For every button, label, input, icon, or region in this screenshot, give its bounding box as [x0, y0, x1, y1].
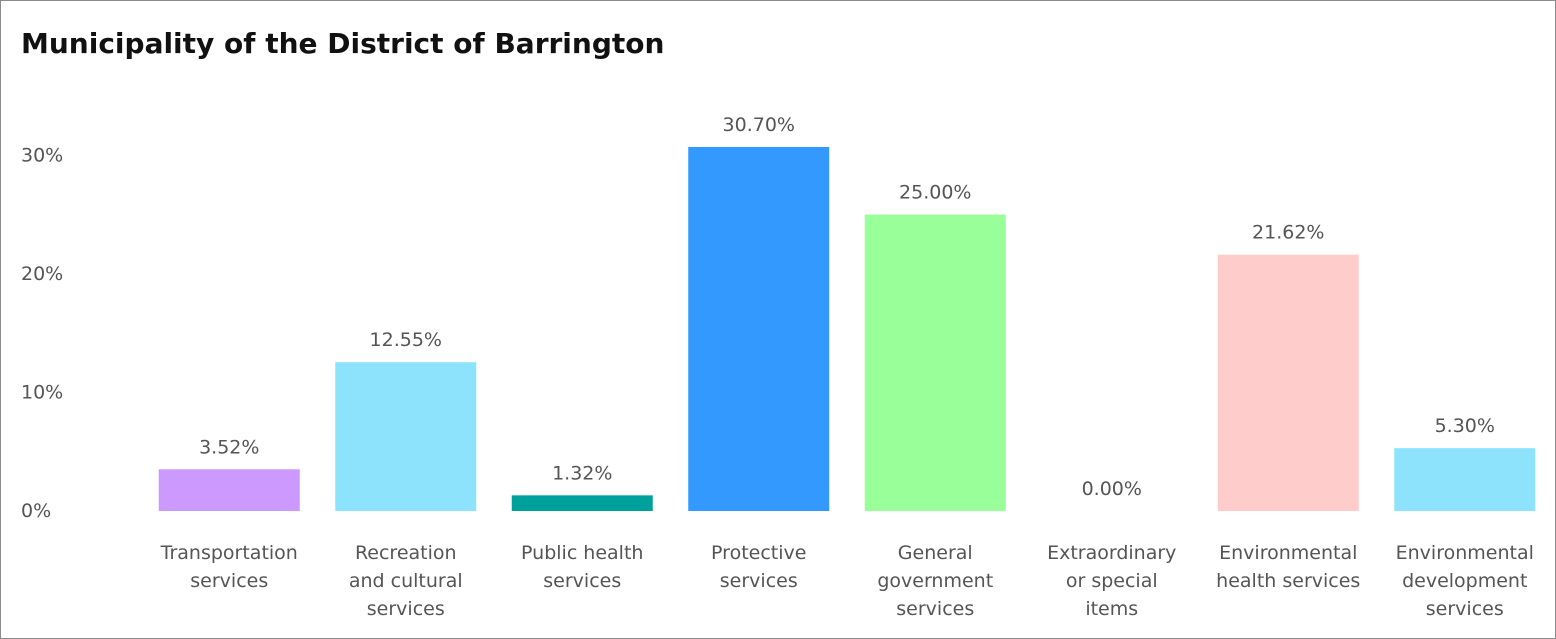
data-label: 25.00%: [899, 182, 971, 204]
x-tick-label: services: [190, 570, 268, 592]
x-tick-label: Extraordinary: [1047, 542, 1176, 564]
x-tick-label: items: [1085, 598, 1138, 620]
x-tick-label: development: [1402, 570, 1527, 592]
x-tick-label: Environmental: [1219, 542, 1357, 564]
x-tick-label: Transportation: [160, 542, 298, 564]
y-tick-label: 10%: [21, 381, 63, 403]
y-tick-label: 30%: [21, 144, 63, 166]
data-label: 1.32%: [552, 462, 612, 484]
data-label: 12.55%: [370, 329, 442, 351]
bar: [688, 147, 830, 511]
y-tick-label: 0%: [21, 500, 51, 522]
x-tick-label: or special: [1066, 570, 1158, 592]
x-tick-label: Environmental: [1396, 542, 1534, 564]
x-tick-label: Protective: [711, 542, 806, 564]
data-label: 3.52%: [199, 436, 259, 458]
x-tick-label: services: [367, 598, 445, 620]
bar: [1394, 448, 1536, 511]
data-label: 30.70%: [723, 114, 795, 136]
x-tick-label: health services: [1216, 570, 1360, 592]
chart-title: Municipality of the District of Barringt…: [21, 27, 665, 60]
x-tick-label: services: [720, 570, 798, 592]
data-label: 5.30%: [1435, 415, 1495, 437]
x-tick-label: Public health: [521, 542, 643, 564]
y-axis: 0% 10% 20% 30%: [21, 144, 63, 522]
x-tick-label: and cultural: [349, 570, 463, 592]
x-tick-label: services: [543, 570, 621, 592]
bar: [1217, 254, 1359, 511]
bars: [158, 147, 1536, 511]
x-tick-label: services: [896, 598, 974, 620]
x-tick-label: Recreation: [355, 542, 457, 564]
x-tick-label: government: [877, 570, 993, 592]
bar: [335, 362, 477, 511]
data-label: 21.62%: [1252, 222, 1324, 244]
x-tick-label: General: [898, 542, 973, 564]
x-tick-label: services: [1426, 598, 1504, 620]
data-label: 0.00%: [1082, 478, 1142, 500]
x-axis: Transportation services Recreation and cult…: [160, 542, 1534, 620]
value-labels: 3.52% 12.55% 1.32% 30.70% 25.00% 0.00% 21.62% 5…: [199, 114, 1495, 500]
bar: [864, 214, 1006, 511]
bar: [158, 469, 300, 511]
bar: [511, 495, 653, 511]
y-tick-label: 20%: [21, 263, 63, 285]
